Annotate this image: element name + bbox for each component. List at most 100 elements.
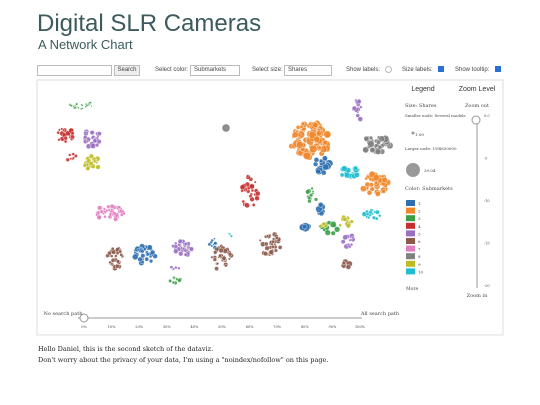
network-node [99,209,104,214]
legend-label: 1 [418,201,421,206]
search-input[interactable] [37,65,112,76]
network-node [378,135,385,142]
network-node [102,207,106,211]
network-node [69,157,73,161]
network-node [315,168,321,175]
network-node [315,130,322,137]
legend-title: Legend [411,86,434,93]
show-tooltip-checkbox[interactable] [495,66,501,72]
network-node [177,278,182,283]
path-tick: 90% [329,325,337,329]
network-node [218,247,224,254]
size-label: Select size: [252,67,283,73]
network-node [68,153,72,157]
network-node [342,234,348,241]
network-node [351,235,355,240]
network-node [70,137,74,141]
size-labels-checkbox[interactable] [438,66,444,72]
network-node [313,157,320,163]
network-node [374,216,379,221]
network-node [145,252,150,257]
network-node [113,216,119,222]
network-node [177,266,181,270]
network-node [213,241,218,245]
size-select[interactable]: Shares [284,65,332,76]
network-node [364,176,369,181]
network-node [317,145,322,150]
path-left-label: No search path [44,311,84,317]
network-node [75,102,79,106]
network-node [218,253,223,258]
zoom-slider-handle[interactable] [471,115,481,125]
network-node [221,123,231,133]
network-node [227,252,233,257]
size-legend-large [406,163,420,177]
network-node [240,188,244,193]
network-node [105,209,109,213]
network-node [111,212,115,216]
title: Digital SLR Cameras [37,10,262,37]
path-tick: 100% [355,325,366,329]
network-node [366,215,371,220]
size-legend-small [411,131,415,135]
network-node [339,172,345,178]
show-labels-radio[interactable] [385,66,392,73]
color-select[interactable]: Submarkets [190,65,240,76]
network-node [258,239,262,242]
network-node [355,113,360,118]
zoom-tick: -5 [484,157,487,161]
network-node [169,265,174,269]
size-small-label: Smaller node: Several models [405,113,466,118]
network-node [368,182,374,188]
network-node [213,237,216,240]
network-node [221,255,227,261]
network-node [70,131,75,136]
network-node [249,183,255,190]
network-node [177,242,181,247]
network-node [114,263,120,269]
network-node [119,253,124,257]
network-node [89,130,95,136]
path-slider-handle[interactable] [79,313,89,323]
network-node [317,202,324,208]
network-node [365,212,370,216]
network-node [224,263,228,268]
network-node [57,128,61,132]
network-node [110,246,115,251]
network-node [88,161,94,166]
network-node [369,135,374,140]
network-node [376,139,382,145]
network-node [359,105,363,109]
network-node [311,190,315,193]
network-node [246,174,250,178]
network-node [60,127,64,131]
legend-swatch [406,207,415,214]
network-node [106,204,111,209]
network-node [173,244,179,249]
network-node [74,106,77,110]
network-node [148,254,153,259]
network-node [122,211,126,216]
network-node [107,250,112,256]
zoom-title: Zoom Level [459,86,496,93]
network-node [277,245,283,250]
network-node [228,232,232,236]
network-node [183,242,188,246]
legend-swatch [406,253,415,260]
network-node [275,236,279,240]
network-node [318,158,324,163]
network-node [321,221,326,226]
legend-swatch [406,200,415,206]
network-node [381,176,388,184]
network-node [212,257,217,262]
path-tick: 70% [273,325,281,329]
network-node [250,188,255,193]
network-node [85,140,89,143]
color-label: Select color: [155,67,189,73]
network-node [97,205,103,211]
path-tick: 80% [301,325,309,329]
legend-swatch [406,245,415,252]
search-button[interactable]: Search [114,65,140,76]
network-node [322,228,326,232]
network-node [323,130,332,139]
